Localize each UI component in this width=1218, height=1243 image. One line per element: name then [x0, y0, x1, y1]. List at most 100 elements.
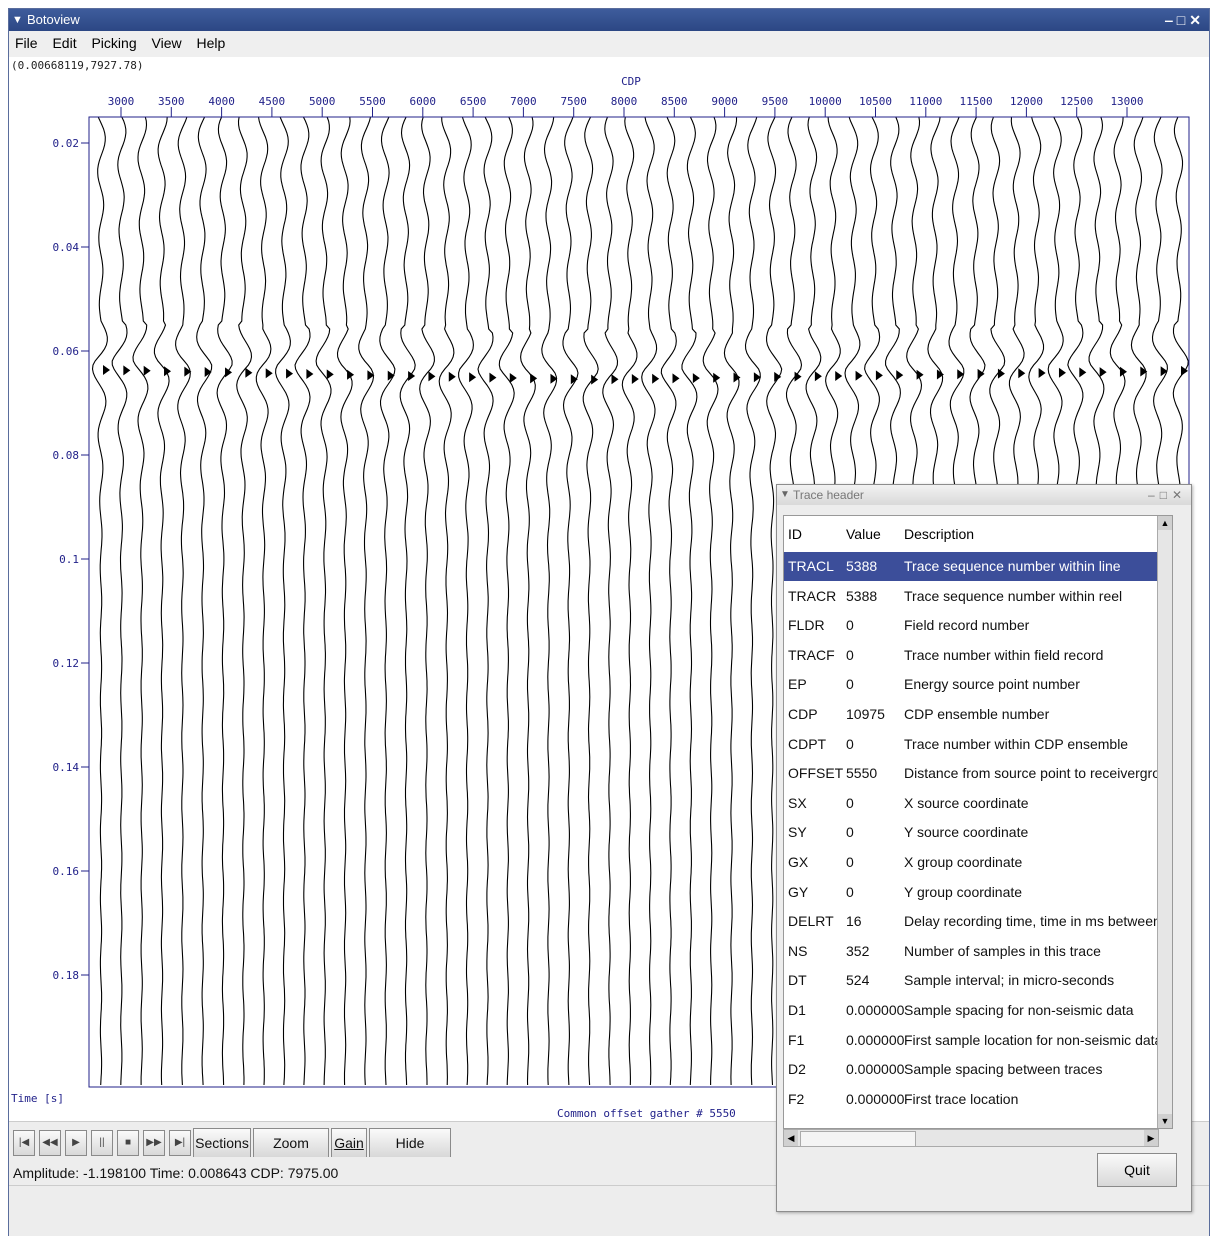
seismic-trace [766, 116, 783, 1086]
gain-button[interactable]: Gain [331, 1128, 367, 1158]
pick-marker [896, 370, 904, 381]
x-tick-label: 10000 [809, 95, 842, 108]
dialog-controls[interactable]: ‒□✕ [1148, 488, 1187, 502]
zoom-button[interactable]: Zoom [OFF] [253, 1128, 329, 1179]
table-row[interactable]: SY 0 Y source coordinate [784, 818, 1168, 847]
hide-headers-button[interactable]: Hide headers [369, 1128, 451, 1179]
scroll-left-icon[interactable]: ◀ [784, 1130, 798, 1146]
coordinate-readout: (0.00668119,7927.78) [11, 59, 144, 72]
row-description: Distance from source point to receivergr… [904, 765, 1173, 782]
table-row[interactable]: TRACF 0 Trace number within field record [784, 641, 1168, 670]
x-axis-ticks: 3000 3500 4000 4500 5000 5500 6000 6500 7000 7500… [108, 95, 1144, 117]
scroll-down-icon[interactable]: ▼ [1158, 1114, 1172, 1128]
pick-marker [753, 372, 761, 383]
table-row[interactable]: D2 0.000000 Sample spacing between traces [784, 1055, 1168, 1084]
first-icon[interactable]: |◀ [13, 1130, 35, 1156]
row-value: 0 [846, 735, 854, 752]
title-bar: ▼ Botoview ‒□✕ [9, 9, 1209, 31]
gather-label: Common offset gather # 5550 [557, 1107, 736, 1120]
pick-marker [448, 371, 456, 382]
seismic-trace [419, 116, 435, 1085]
row-id: SY [788, 824, 807, 841]
table-row[interactable]: SX 0 X source coordinate [784, 789, 1168, 818]
table-row[interactable]: OFFSET 5550 Distance from source point to … [784, 759, 1172, 788]
seismic-trace [602, 116, 619, 1086]
table-row[interactable]: NS 352 Number of samples in this trace [784, 937, 1168, 966]
pick-marker [347, 369, 355, 380]
pick-marker [225, 367, 233, 378]
seismic-trace [399, 116, 416, 1086]
seismic-trace [744, 116, 761, 1086]
x-tick-label: 11000 [909, 95, 942, 108]
fast-forward-icon[interactable]: ▶▶ [143, 1130, 165, 1156]
table-row[interactable]: DT 524 Sample interval; in micro-seconds [784, 966, 1168, 995]
seismic-trace [358, 116, 375, 1086]
x-tick-label: 12000 [1010, 95, 1043, 108]
table-row[interactable]: GY 0 Y group coordinate [784, 878, 1168, 907]
table-row[interactable]: F2 0.000000 First trace location [784, 1085, 1168, 1114]
row-id: FLDR [788, 617, 825, 634]
y-tick-label: 0.18 [53, 969, 80, 982]
row-value: 0 [846, 824, 854, 841]
column-value[interactable]: Value [846, 526, 881, 542]
seismic-trace [562, 116, 579, 1086]
row-description: Y source coordinate [904, 824, 1029, 841]
row-description: Sample spacing for non-seismic data [904, 1002, 1134, 1018]
row-description: CDP ensemble number [904, 706, 1050, 722]
table-row[interactable]: FLDR 0 Field record number [784, 611, 1168, 640]
menu-view[interactable]: View [151, 35, 182, 51]
seismic-trace [582, 116, 599, 1086]
table-row[interactable]: TRACL 5388 Trace sequence number within li… [784, 552, 1168, 581]
column-description[interactable]: Description [904, 526, 975, 542]
row-value: 352 [846, 942, 870, 959]
menu-bar: File Edit Picking View Help [9, 31, 1209, 57]
pause-icon[interactable]: || [91, 1130, 113, 1156]
table-row[interactable]: TRACR 5388 Trace sequence number within re… [784, 582, 1168, 611]
x-tick-label: 4500 [259, 95, 286, 108]
table-row[interactable]: CDP 10975 CDP ensemble number [784, 700, 1168, 729]
table-row[interactable]: DELRT 16 Delay recording time, time in ms … [784, 907, 1172, 936]
vertical-scrollbar[interactable]: ▲ ▼ [1157, 516, 1172, 1128]
last-icon[interactable]: ▶| [169, 1130, 191, 1156]
seismic-trace [153, 116, 170, 1086]
scroll-right-icon[interactable]: ▶ [1144, 1130, 1158, 1146]
x-axis-title: CDP [621, 75, 641, 88]
table-row[interactable]: F1 0.000000 First sample location for non-… [784, 1026, 1168, 1055]
y-axis-ticks: 0.02 0.04 0.06 0.08 0.1 0.12 0.14 0.16 0.18 [53, 137, 89, 982]
rewind-icon[interactable]: ◀◀ [39, 1130, 61, 1156]
menu-edit[interactable]: Edit [52, 35, 77, 51]
y-tick-label: 0.02 [53, 137, 80, 150]
row-value: 5388 [846, 587, 878, 604]
pick-marker [123, 365, 131, 376]
window-controls[interactable]: ‒□✕ [1165, 12, 1205, 28]
row-description: Field record number [904, 617, 1030, 634]
table-row[interactable]: D1 0.000000 Sample spacing for non-seismic… [784, 996, 1168, 1025]
pick-marker [1160, 366, 1168, 377]
pick-marker [387, 370, 395, 381]
quit-button[interactable]: Quit [1097, 1153, 1177, 1187]
seismic-trace [681, 116, 698, 1086]
dialog-menu-icon[interactable]: ▼ [780, 489, 790, 500]
menu-file[interactable]: File [15, 35, 38, 51]
menu-help[interactable]: Help [196, 35, 226, 51]
scroll-up-icon[interactable]: ▲ [1158, 516, 1172, 530]
sections-button[interactable]: Sections [193, 1128, 251, 1158]
main-window: ▼ Botoview ‒□✕ File Edit Picking View He… [8, 8, 1210, 1236]
play-icon[interactable]: ▶ [65, 1130, 87, 1156]
table-row[interactable]: CDPT 0 Trace number within CDP ensemble [784, 730, 1168, 759]
row-value: 0 [846, 883, 854, 900]
row-description: Trace number within field record [904, 646, 1104, 663]
menu-picking[interactable]: Picking [91, 35, 137, 51]
table-row[interactable]: EP 0 Energy source point number [784, 670, 1168, 699]
scroll-thumb[interactable] [800, 1131, 916, 1147]
column-id[interactable]: ID [788, 526, 802, 542]
pick-marker [469, 372, 477, 383]
table-header: ID Value Description [784, 516, 1168, 552]
x-tick-label: 3000 [108, 95, 135, 108]
y-tick-label: 0.06 [53, 345, 80, 358]
horizontal-scrollbar[interactable]: ◀ ▶ [783, 1129, 1159, 1147]
stop-icon[interactable]: ■ [117, 1130, 139, 1156]
table-row[interactable]: GX 0 X group coordinate [784, 848, 1168, 877]
window-menu-icon[interactable]: ▼ [12, 14, 23, 26]
trace-header-table[interactable]: ID Value Description TRACL 5388 Trace sequ… [783, 515, 1173, 1129]
